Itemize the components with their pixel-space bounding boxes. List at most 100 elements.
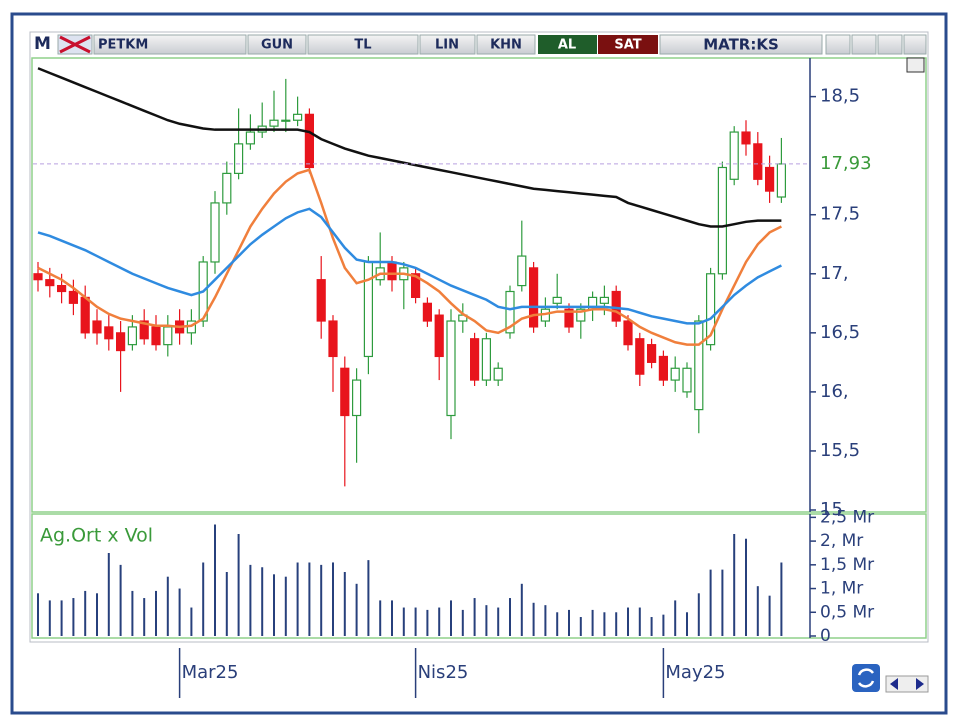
currency: TL (354, 38, 371, 53)
candle-body (104, 326, 114, 340)
candle-body (68, 290, 79, 304)
volume-tick-label: 2,5 Mr (820, 507, 874, 527)
brand-box (659, 34, 823, 55)
candle-body (352, 379, 362, 417)
volume-title: Ag.Ort x Vol (40, 525, 153, 547)
volume-panel (31, 513, 927, 639)
scale: LIN (435, 38, 459, 53)
candle-body (493, 367, 503, 381)
candle-body (635, 338, 645, 375)
mode-button[interactable] (476, 34, 536, 55)
candle-body (139, 320, 149, 340)
candle-body (564, 308, 574, 328)
flag-cross (59, 35, 91, 54)
candle-body (422, 302, 432, 322)
candle-body (151, 326, 161, 346)
candle-body (599, 296, 610, 304)
candle-body (281, 119, 291, 122)
candle-body (658, 355, 669, 381)
volume-tick-label: 2, Mr (820, 531, 863, 551)
currency-button[interactable] (307, 34, 419, 55)
x-tick-label: Nis25 (418, 662, 469, 683)
candle-body (234, 143, 244, 174)
candle-body (729, 131, 739, 180)
candle-body (623, 320, 633, 346)
candle-body (552, 296, 562, 304)
candle-body (328, 320, 338, 358)
candle-body (611, 290, 621, 322)
y-tick-label: 17, (820, 263, 849, 284)
refresh-icon (857, 668, 875, 688)
period: GUN (261, 38, 293, 53)
candle-body (115, 332, 126, 352)
candle-body (517, 255, 527, 287)
candle-body (340, 367, 350, 417)
candle-body (694, 320, 704, 411)
candle-body (505, 290, 515, 334)
panel-button[interactable] (906, 57, 925, 73)
candle-body (576, 308, 586, 322)
symbol: PETKM (98, 38, 148, 53)
sell: SAT (614, 38, 641, 53)
candle-body (363, 261, 373, 358)
candle-body (316, 279, 326, 322)
candle-body (741, 131, 751, 145)
price-panel (31, 57, 927, 513)
y-tick-label: 15 (820, 499, 843, 520)
toolbar: M PETKM GUN TL LIN KHN AL SAT MATR:KS (34, 34, 927, 55)
last-price-box (812, 152, 894, 175)
candle-body (45, 279, 55, 287)
menu-icon[interactable]: M (34, 34, 51, 54)
candle-body (56, 284, 67, 293)
candle-body (293, 113, 303, 121)
close-button[interactable] (903, 34, 927, 55)
scroll-arrows (890, 678, 924, 690)
candle-body (245, 131, 255, 145)
refresh-button[interactable] (852, 664, 880, 692)
moving-average (37, 168, 782, 346)
sell-button[interactable] (598, 35, 658, 54)
volume-tick-label: 0 (820, 626, 831, 646)
buy-button[interactable] (538, 35, 597, 54)
candle-body (470, 338, 480, 381)
y-tick-label: 15,5 (820, 440, 860, 461)
candle-body (434, 314, 444, 358)
x-tick-label: Mar25 (182, 662, 239, 683)
candle-body (705, 273, 716, 346)
moving-average (37, 67, 782, 228)
period-button[interactable] (247, 34, 307, 55)
y-tick-label: 16, (820, 381, 849, 402)
candle-body (753, 143, 763, 180)
candle-body (682, 367, 692, 393)
moving-average (37, 207, 782, 325)
candle-body (670, 367, 680, 381)
minimize-button[interactable] (851, 34, 877, 55)
candle-body (163, 326, 173, 346)
candle-body (481, 338, 491, 381)
candle-body (776, 163, 787, 198)
candle-body (269, 119, 279, 127)
volume-tick-label: 0,5 Mr (820, 602, 874, 622)
volume-tick-label: 1,5 Mr (820, 555, 874, 575)
candle-body (764, 166, 775, 192)
candle-body (92, 320, 102, 334)
mode: KHN (490, 38, 522, 53)
candle-body (127, 326, 137, 346)
candle-body (80, 296, 90, 334)
x-tick-label: May25 (665, 662, 725, 683)
volume-tick-label: 1, Mr (820, 579, 863, 599)
candle-body (717, 166, 728, 275)
buy: AL (558, 38, 576, 53)
candle-body (210, 202, 220, 263)
brand: MATR:KS (703, 36, 779, 54)
maximize-button[interactable] (877, 34, 903, 55)
scale-button[interactable] (419, 34, 476, 55)
dropdown-button[interactable] (825, 34, 851, 55)
y-tick-label: 16,5 (820, 322, 860, 343)
candle-body (304, 113, 314, 169)
symbol-button[interactable] (93, 34, 247, 55)
y-tick-label: 17,5 (820, 204, 860, 225)
candle-body (446, 320, 456, 417)
y-tick-label: 18,5 (820, 86, 860, 107)
